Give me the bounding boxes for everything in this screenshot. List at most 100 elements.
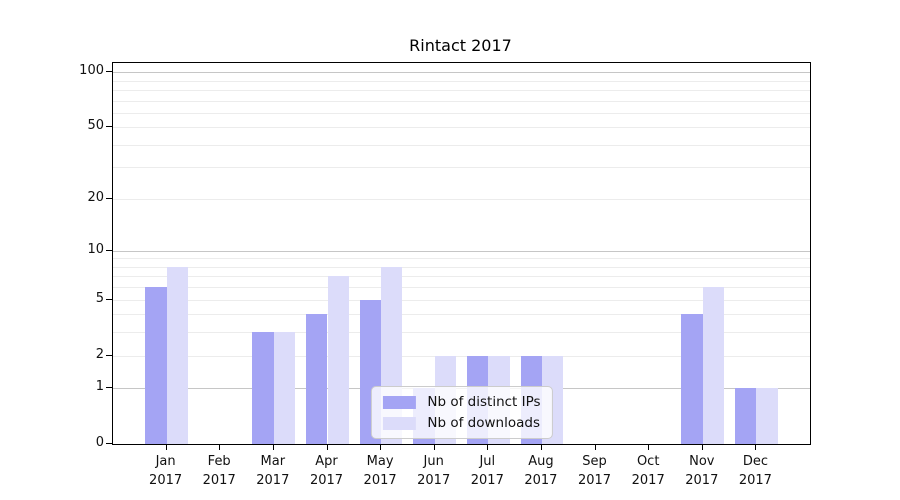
bar-apr-series1 xyxy=(327,276,349,444)
y-tick-mark xyxy=(106,126,112,128)
x-tick-mark xyxy=(326,444,328,450)
gridline-minor xyxy=(113,144,810,146)
x-tick-month: Nov xyxy=(689,454,715,469)
gridline-minor xyxy=(113,258,810,260)
legend-label: Nb of distinct IPs xyxy=(427,394,541,410)
x-tick-month: Feb xyxy=(207,454,231,469)
legend-label: Nb of downloads xyxy=(427,415,540,431)
x-tick-month: Oct xyxy=(636,454,660,469)
bar-nov-series0 xyxy=(681,314,703,444)
y-tick-label: 20 xyxy=(87,189,104,205)
x-tick-year: 2017 xyxy=(309,473,344,488)
y-tick-label: 50 xyxy=(87,118,104,134)
x-tick-mark xyxy=(755,444,757,450)
x-tick-year: 2017 xyxy=(577,473,612,488)
x-tick-year: 2017 xyxy=(524,473,558,488)
x-tick-label: Nov 2017 xyxy=(670,452,734,490)
x-tick-year: 2017 xyxy=(202,473,236,488)
x-tick-label: Dec 2017 xyxy=(723,452,787,490)
legend-swatch xyxy=(382,416,416,430)
x-tick-month: Jul xyxy=(479,454,496,469)
y-tick-label: 100 xyxy=(79,63,104,78)
legend-item: Nb of downloads xyxy=(382,415,540,431)
y-tick-label: 1 xyxy=(95,379,104,395)
x-tick-year: 2017 xyxy=(417,473,451,488)
x-tick-month: May xyxy=(366,454,394,469)
x-tick-label: Jul 2017 xyxy=(455,452,519,490)
gridline-minor xyxy=(113,314,810,316)
x-tick-mark xyxy=(701,444,703,450)
x-tick-label: Oct 2017 xyxy=(616,452,680,490)
gridline-minor xyxy=(113,80,810,82)
x-tick-year: 2017 xyxy=(256,473,290,488)
gridline-minor xyxy=(113,299,810,301)
bar-mar-series1 xyxy=(273,332,296,444)
bar-nov-series1 xyxy=(702,287,725,444)
gridline-minor xyxy=(113,355,810,357)
x-tick-mark xyxy=(433,444,435,450)
x-tick-mark xyxy=(165,444,167,450)
y-tick-mark xyxy=(106,354,112,356)
y-tick-mark xyxy=(106,298,112,300)
x-tick-month: Sep xyxy=(582,454,607,469)
x-tick-month: Aug xyxy=(528,454,554,469)
x-tick-mark xyxy=(380,444,382,450)
x-tick-label: Jan 2017 xyxy=(134,452,198,490)
y-tick-mark xyxy=(106,249,112,251)
bar-apr-series0 xyxy=(306,314,328,444)
x-tick-label: Feb 2017 xyxy=(187,452,251,490)
gridline-minor xyxy=(113,266,810,268)
x-tick-year: 2017 xyxy=(685,473,719,488)
y-tick-label: 5 xyxy=(95,290,104,306)
x-tick-month: Jan xyxy=(155,454,176,469)
x-tick-label: Apr 2017 xyxy=(295,452,359,490)
bar-jan-series1 xyxy=(166,266,188,444)
x-tick-year: 2017 xyxy=(738,473,772,488)
gridline-major xyxy=(113,72,810,73)
x-tick-label: Sep 2017 xyxy=(563,452,627,490)
x-tick-label: Mar 2017 xyxy=(241,452,305,490)
x-tick-mark xyxy=(219,444,221,450)
x-tick-year: 2017 xyxy=(149,473,183,488)
x-tick-mark xyxy=(487,444,489,450)
x-tick-mark xyxy=(540,444,542,450)
x-tick-year: 2017 xyxy=(363,473,397,488)
bar-jan-series0 xyxy=(145,287,167,444)
x-tick-year: 2017 xyxy=(631,473,665,488)
y-tick-mark xyxy=(106,443,112,444)
gridline-minor xyxy=(113,198,810,200)
y-tick-label: 10 xyxy=(87,241,104,257)
bar-dec-series1 xyxy=(756,388,778,444)
gridline-minor xyxy=(113,167,810,169)
x-tick-label: Jun 2017 xyxy=(402,452,466,490)
legend-swatch xyxy=(382,395,416,409)
gridline-minor xyxy=(113,332,810,334)
gridline-minor xyxy=(113,112,810,114)
y-tick-mark xyxy=(106,71,112,72)
gridline-major xyxy=(113,250,810,252)
x-tick-mark xyxy=(648,444,650,450)
x-tick-month: Apr xyxy=(315,454,338,469)
gridline-minor xyxy=(113,127,810,129)
gridline-minor xyxy=(113,100,810,102)
y-tick-label: 2 xyxy=(95,346,104,362)
bar-mar-series0 xyxy=(252,332,274,444)
x-tick-year: 2017 xyxy=(470,473,504,488)
legend-item: Nb of distinct IPs xyxy=(382,394,541,410)
chart-title: Rintact 2017 xyxy=(409,36,512,55)
x-tick-month: Jun xyxy=(423,454,444,469)
legend: Nb of distinct IPs Nb of downloads xyxy=(370,386,553,439)
gridline-minor xyxy=(113,276,810,278)
x-tick-mark xyxy=(272,444,274,450)
y-tick-label: 0 xyxy=(95,435,104,450)
x-tick-month: Dec xyxy=(742,454,768,469)
x-tick-month: Mar xyxy=(260,454,286,469)
plot-area: Nb of distinct IPs Nb of downloads xyxy=(112,62,811,445)
y-tick-mark xyxy=(106,197,112,199)
gridline-minor xyxy=(113,287,810,289)
bar-dec-series0 xyxy=(734,388,757,444)
x-tick-label: May 2017 xyxy=(348,452,412,490)
gridline-minor xyxy=(113,89,810,91)
y-tick-mark xyxy=(106,387,112,389)
